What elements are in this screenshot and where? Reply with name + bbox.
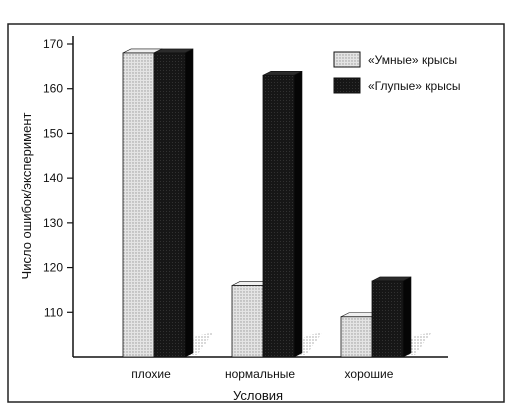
legend-swatch-dumb bbox=[333, 77, 361, 94]
bar-side-2-1 bbox=[402, 276, 412, 358]
y-tick-label-130: 130 bbox=[43, 216, 63, 230]
x-tick-label-2: хорошие bbox=[345, 367, 394, 381]
x-tick-label-1: нормальные bbox=[225, 367, 295, 381]
bar-side-1-1 bbox=[293, 70, 303, 358]
bar-1-1 bbox=[262, 70, 303, 358]
y-tick-label-160: 160 bbox=[43, 82, 63, 96]
y-tick-label-150: 150 bbox=[43, 126, 63, 140]
y-ticks: 110 120 130 140 150 160 170 bbox=[43, 37, 73, 319]
bar-front-2-0 bbox=[340, 316, 373, 358]
bars bbox=[122, 48, 412, 358]
bar-front-0-1 bbox=[153, 52, 186, 358]
y-tick-label-120: 120 bbox=[43, 261, 63, 275]
bar-2-1 bbox=[371, 276, 412, 358]
chart-border bbox=[7, 23, 505, 403]
legend-label-smart: «Умные» крысы bbox=[368, 53, 457, 67]
bar-front-0-0 bbox=[122, 52, 155, 358]
x-tick-label-0: плохие bbox=[131, 367, 171, 381]
bar-0-1 bbox=[153, 48, 194, 358]
bar-front-1-0 bbox=[231, 285, 264, 358]
bar-side-0-1 bbox=[184, 48, 194, 358]
legend-swatch-smart bbox=[333, 51, 361, 68]
y-tick-label-140: 140 bbox=[43, 171, 63, 185]
bar-front-2-1 bbox=[371, 280, 404, 358]
y-axis-label: Число ошибок/эксперимент bbox=[19, 112, 34, 279]
bar-front-1-1 bbox=[262, 74, 295, 358]
legend-label-dumb: «Глупые» крысы bbox=[368, 79, 460, 93]
x-tick-labels: плохие нормальные хорошие bbox=[131, 367, 394, 381]
y-tick-label-110: 110 bbox=[44, 305, 63, 319]
y-tick-label-170: 170 bbox=[43, 37, 63, 51]
legend: «Умные» крысы «Глупые» крысы bbox=[333, 51, 460, 94]
x-axis-label: Условия bbox=[233, 388, 283, 403]
